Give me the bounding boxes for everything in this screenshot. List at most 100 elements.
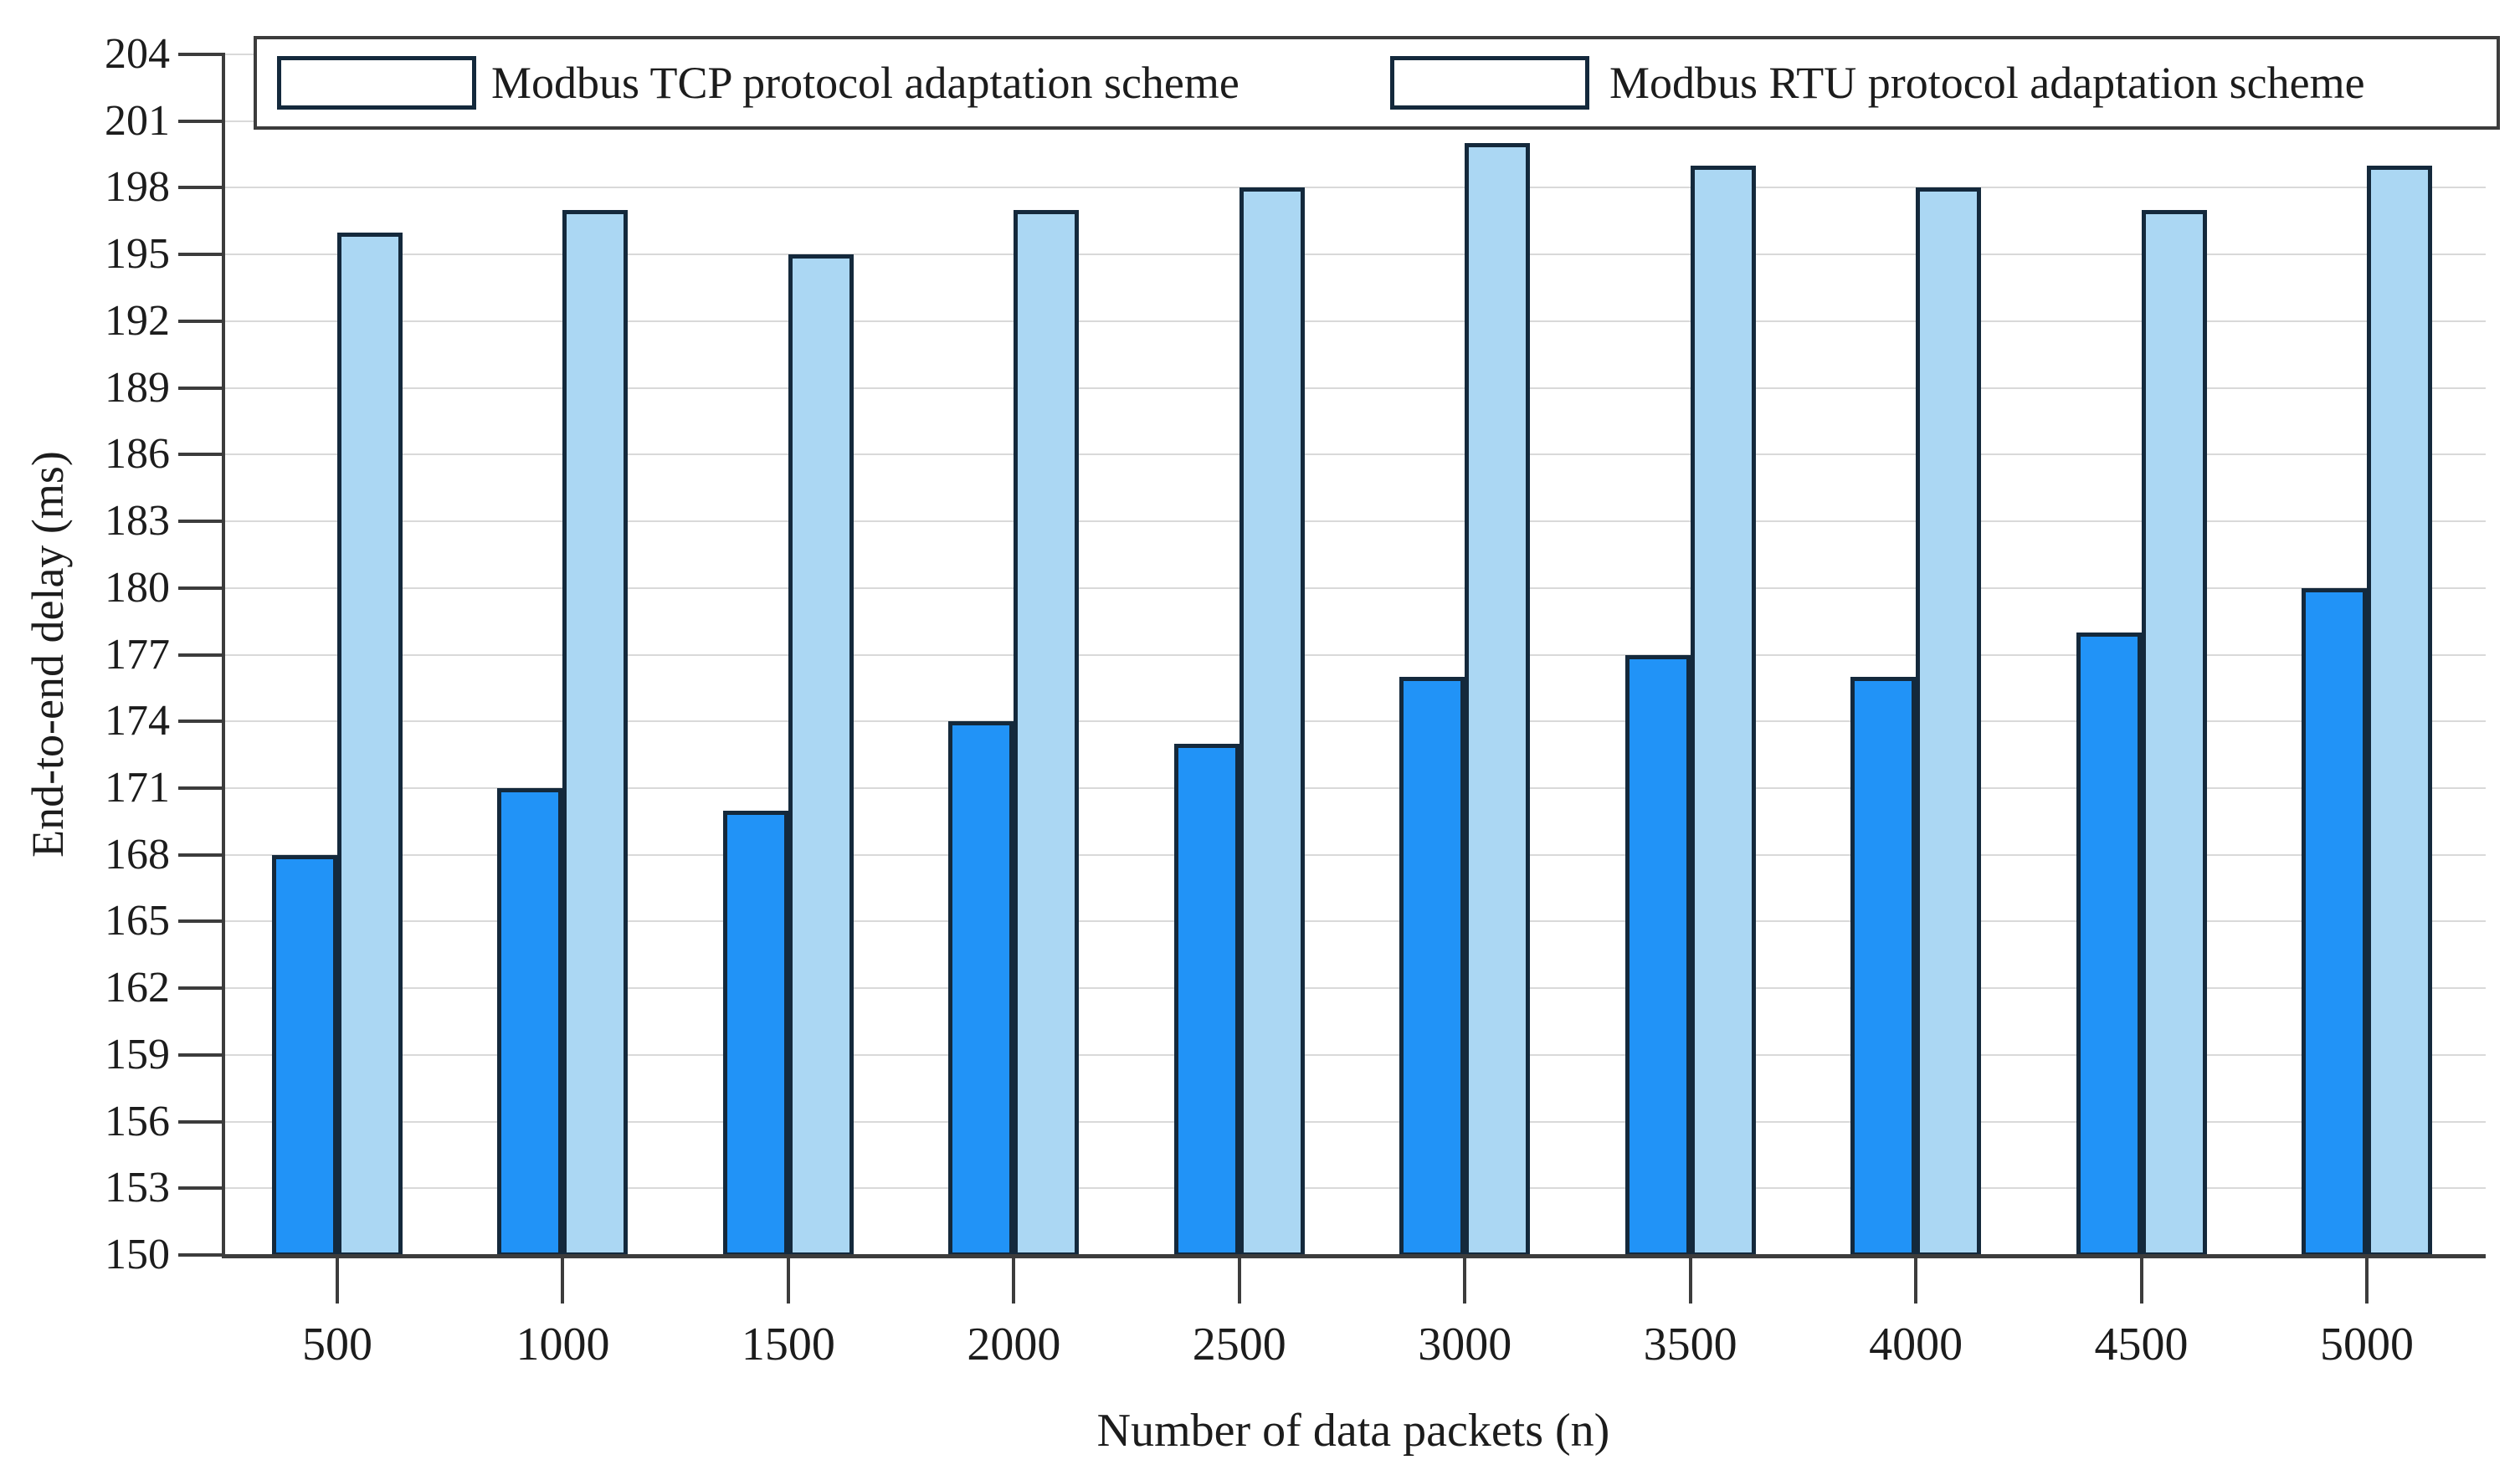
y-tick-label: 180 [105,563,170,612]
gridline [222,387,2486,389]
gridline [222,187,2486,189]
x-tick [1688,1258,1692,1304]
y-tick [178,53,223,56]
x-tick-label: 1000 [516,1319,610,1370]
y-tick [178,1119,223,1124]
y-tick-label: 195 [105,230,170,279]
y-tick [178,186,223,190]
bar-modbus-rtu [1014,210,1080,1257]
bar-modbus-rtu [562,210,629,1257]
x-tick-label: 4000 [1869,1319,1963,1370]
x-tick [786,1258,790,1304]
y-tick [178,1186,223,1191]
y-axis-title: End-to-end delay (ms) [23,451,73,858]
x-tick-label: 2500 [1192,1319,1286,1370]
gridline [222,453,2486,456]
gridline [222,920,2486,923]
y-tick-label: 186 [105,430,170,479]
bar-modbus-rtu [337,232,403,1257]
bar-modbus-rtu [788,254,854,1257]
y-tick-label: 168 [105,830,170,878]
gridline [222,1120,2486,1123]
gridline [222,586,2486,589]
gridline [222,987,2486,990]
y-tick-label: 153 [105,1164,170,1212]
bar-modbus-tcp [272,854,337,1257]
bar-modbus-tcp [2076,632,2142,1257]
gridline [222,1053,2486,1056]
gridline [222,853,2486,856]
gridline [222,320,2486,322]
y-tick-label: 150 [105,1231,170,1278]
bar-modbus-tcp [1173,743,1239,1257]
legend: Modbus TCP protocol adaptation scheme Mo… [254,36,2500,130]
y-tick-label: 198 [105,163,170,212]
bar-modbus-tcp [1399,677,1465,1257]
y-tick [178,253,223,257]
bar-modbus-rtu [1690,165,1756,1257]
y-tick-label: 192 [105,296,170,345]
bar-modbus-tcp [722,810,788,1257]
bar-modbus-tcp [2301,587,2367,1257]
bar-modbus-tcp [1850,677,1917,1257]
y-tick-label: 159 [105,1030,170,1078]
x-tick-label: 4500 [2094,1319,2189,1370]
gridline [222,786,2486,789]
gridline [222,720,2486,723]
y-tick-label: 174 [105,697,170,745]
y-axis-spine [222,53,225,1258]
y-tick-label: 156 [105,1097,170,1145]
x-tick [2139,1258,2143,1304]
x-tick [1463,1258,1467,1304]
x-tick-label: 3500 [1643,1319,1737,1370]
y-tick-label: 165 [105,897,170,945]
bar-modbus-rtu [1916,187,1982,1257]
bar-modbus-rtu [1465,143,1531,1257]
y-tick [178,653,223,657]
y-tick-label: 183 [105,497,170,545]
bar-modbus-tcp [1624,654,1691,1257]
y-tick-label: 171 [105,763,170,812]
y-tick [178,119,223,123]
y-tick [178,1253,223,1257]
y-tick [178,520,223,524]
y-tick [178,853,223,857]
x-tick-label: 5000 [2319,1319,2414,1370]
x-axis-title: Number of data packets (n) [1096,1405,1610,1457]
bar-modbus-rtu [2141,210,2207,1257]
x-tick [1012,1258,1016,1304]
legend-label-modbus-tcp: Modbus TCP protocol adaptation scheme [491,58,1239,108]
y-tick [178,720,223,724]
bar-modbus-rtu [1239,187,1305,1257]
y-tick [178,386,223,390]
y-tick-label: 201 [105,96,170,145]
y-tick [178,919,223,924]
y-tick-label: 189 [105,363,170,412]
legend-label-modbus-rtu: Modbus RTU protocol adaptation scheme [1609,58,2365,108]
x-tick [1237,1258,1241,1304]
x-tick-label: 2000 [967,1319,1061,1370]
y-tick [178,319,223,323]
x-tick [336,1258,339,1304]
y-tick-label: 177 [105,630,170,679]
gridline [222,254,2486,256]
y-tick [178,586,223,590]
gridline [222,520,2486,523]
legend-swatch-modbus-rtu [1390,56,1589,110]
bar-modbus-tcp [948,721,1014,1257]
y-tick-label: 204 [105,30,170,78]
x-tick [1914,1258,1918,1304]
x-tick-label: 3000 [1418,1319,1512,1370]
x-tick-label: 500 [302,1319,372,1370]
y-tick [178,786,223,790]
legend-swatch-modbus-tcp [277,56,476,110]
y-tick-label: 162 [105,964,170,1012]
gridline [222,1187,2486,1190]
x-tick [561,1258,565,1304]
y-tick [178,986,223,991]
y-tick [178,1053,223,1057]
x-tick-label: 1500 [741,1319,835,1370]
gridline [222,653,2486,656]
x-tick [2364,1258,2369,1304]
